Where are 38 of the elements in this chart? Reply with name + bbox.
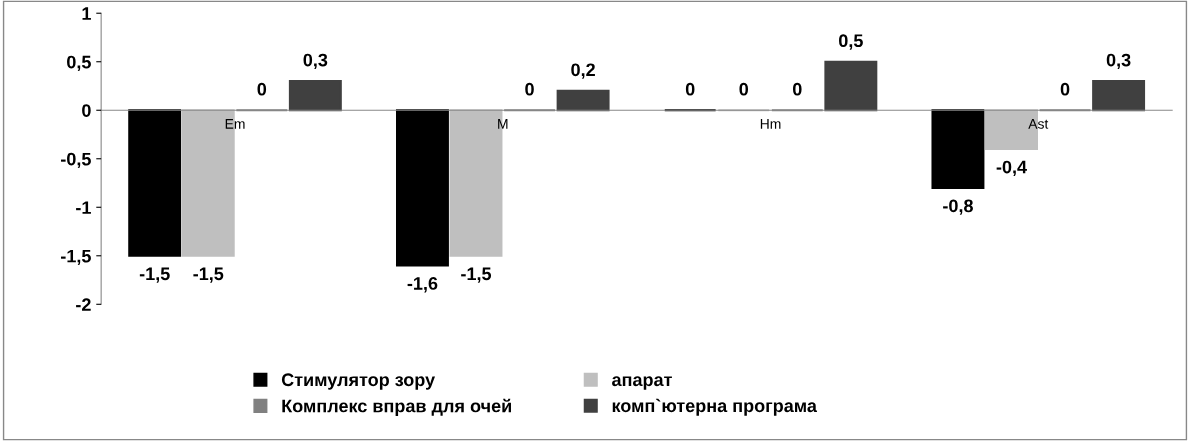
x-tick-label: Em bbox=[225, 119, 245, 129]
y-tick-label: -1 bbox=[76, 201, 91, 214]
y-tick-label: -0,5 bbox=[61, 152, 91, 169]
data-label: 0 bbox=[1060, 82, 1070, 96]
y-tick-label: 0 bbox=[82, 104, 91, 117]
bar bbox=[1092, 80, 1146, 112]
data-label: -1,5 bbox=[139, 267, 170, 283]
data-label: 0 bbox=[792, 82, 802, 96]
x-tick-label: M bbox=[498, 119, 508, 129]
data-label: 0,3 bbox=[303, 53, 328, 70]
data-label: 0,2 bbox=[571, 63, 595, 79]
data-label: 0,3 bbox=[1106, 53, 1131, 70]
y-tick-label: 1 bbox=[82, 7, 91, 20]
x-tick-label: Hm bbox=[760, 119, 781, 129]
legend-label: Стимулятор зору bbox=[281, 373, 436, 390]
data-label: 0 bbox=[257, 82, 267, 96]
data-label: -1,6 bbox=[407, 277, 438, 293]
y-tick-label: 0,5 bbox=[67, 55, 91, 72]
data-label: 0,5 bbox=[839, 34, 863, 50]
data-label: -0,4 bbox=[996, 160, 1027, 177]
bar bbox=[931, 109, 985, 189]
bar bbox=[288, 80, 342, 112]
bar bbox=[824, 60, 878, 112]
bar bbox=[128, 109, 182, 257]
data-label: -1,5 bbox=[193, 267, 224, 283]
legend-label: апарат bbox=[612, 376, 672, 390]
legend-label: комп`ютерна програма bbox=[612, 398, 818, 416]
data-label: 0 bbox=[739, 82, 749, 96]
bar bbox=[556, 89, 610, 112]
data-label: 0 bbox=[685, 82, 695, 96]
data-label: 0 bbox=[525, 82, 534, 96]
x-tick-label: Ast bbox=[1028, 119, 1049, 129]
y-tick-label: -1,5 bbox=[61, 249, 91, 266]
y-tick-label: -2 bbox=[76, 298, 91, 311]
data-label: -1,5 bbox=[461, 267, 492, 283]
data-label: -0,8 bbox=[943, 199, 973, 215]
bar bbox=[395, 109, 449, 267]
legend-label: Комплекс вправ для очей bbox=[282, 398, 511, 416]
